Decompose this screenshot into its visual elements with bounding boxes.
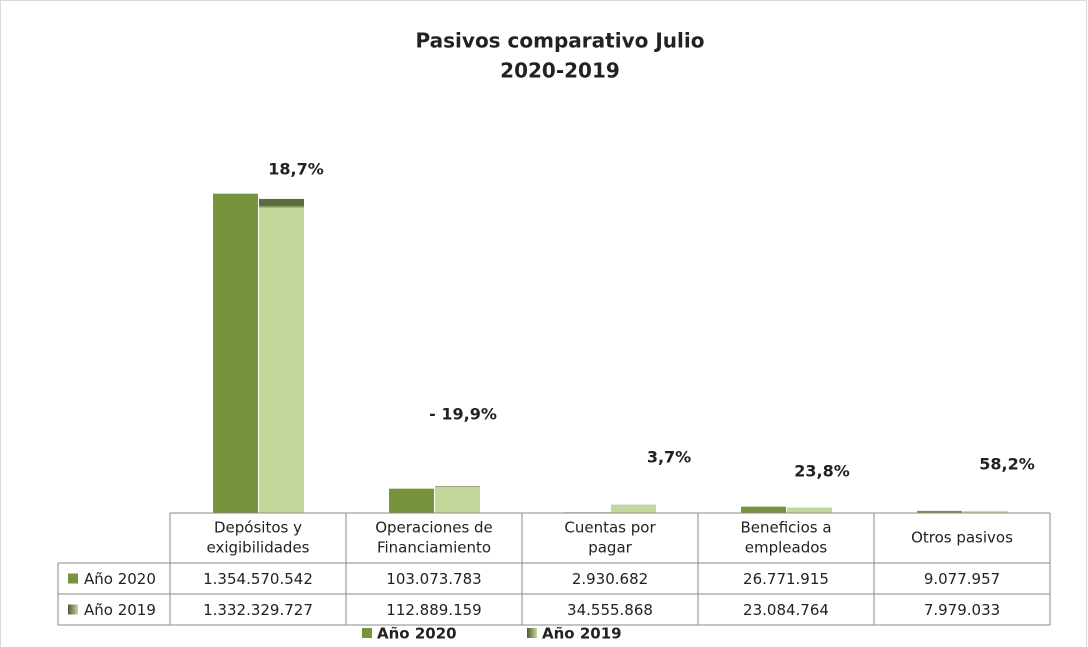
legend-swatch	[362, 628, 372, 638]
table-value: 7.979.033	[924, 601, 1000, 619]
legend-swatch	[527, 628, 537, 638]
bar	[213, 193, 258, 513]
table-value: 26.771.915	[743, 570, 829, 588]
annotation: 58,2%	[979, 455, 1035, 474]
legend-label: Año 2020	[377, 625, 457, 643]
x-tick-label: Financiamiento	[377, 539, 491, 557]
table-value: 9.077.957	[924, 570, 1000, 588]
bar	[741, 506, 786, 513]
chart-title: Pasivos comparativo Julio	[416, 29, 705, 53]
bar	[611, 504, 656, 513]
row-header: Año 2019	[84, 601, 156, 619]
table-value: 103.073.783	[386, 570, 481, 588]
table-value: 112.889.159	[386, 601, 481, 619]
x-tick-label: Beneficios a	[740, 519, 831, 537]
x-tick-label: empleados	[745, 539, 828, 557]
bar	[435, 486, 480, 513]
bar	[389, 488, 434, 513]
bar	[259, 198, 304, 513]
x-tick-label: Cuentas por	[564, 519, 656, 537]
bar	[787, 507, 832, 513]
annotation: 23,8%	[794, 462, 850, 481]
annotation: - 19,9%	[429, 405, 497, 424]
table-value: 1.354.570.542	[203, 570, 313, 588]
row-header: Año 2020	[84, 570, 156, 588]
x-tick-label: Depósitos y	[214, 519, 302, 537]
table-value: 2.930.682	[572, 570, 648, 588]
annotation: 18,7%	[268, 160, 324, 179]
x-tick-label: exigibilidades	[206, 539, 309, 557]
annotation: 3,7%	[647, 448, 691, 467]
table-value: 1.332.329.727	[203, 601, 313, 619]
bar	[963, 511, 1008, 513]
legend-label: Año 2019	[542, 625, 622, 643]
bar	[917, 510, 962, 513]
x-tick-label: pagar	[588, 539, 632, 557]
x-tick-label: Otros pasivos	[911, 529, 1013, 547]
x-tick-label: Operaciones de	[375, 519, 493, 537]
chart-subtitle: 2020-2019	[500, 59, 620, 83]
legend-swatch	[68, 573, 78, 584]
legend-swatch	[68, 604, 78, 615]
table-value: 34.555.868	[567, 601, 653, 619]
table-value: 23.084.764	[743, 601, 829, 619]
